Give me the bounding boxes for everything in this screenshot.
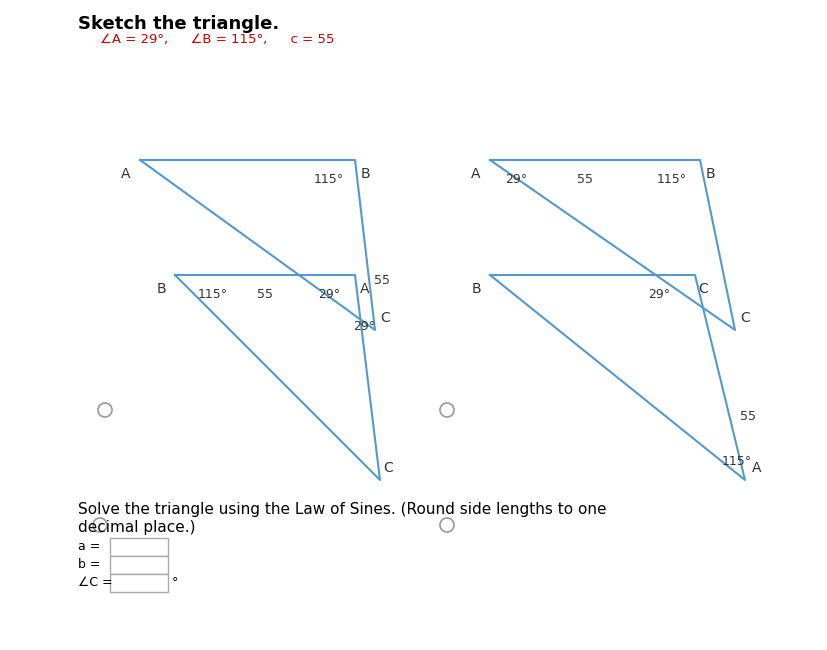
Text: ∠A = 29°,: ∠A = 29°, bbox=[100, 33, 168, 46]
Text: a =: a = bbox=[78, 541, 100, 554]
Text: ∠C =: ∠C = bbox=[78, 577, 112, 590]
Text: C: C bbox=[740, 311, 750, 325]
Text: c = 55: c = 55 bbox=[282, 33, 334, 46]
Text: 29°: 29° bbox=[353, 320, 375, 333]
Text: B: B bbox=[471, 282, 480, 296]
Text: Solve the triangle using the Law of Sines. (Round side lengths to one: Solve the triangle using the Law of Sine… bbox=[78, 502, 606, 517]
Text: 55: 55 bbox=[257, 288, 273, 301]
Text: °: ° bbox=[172, 577, 179, 590]
Text: A: A bbox=[361, 282, 370, 296]
Text: decimal place.): decimal place.) bbox=[78, 520, 195, 535]
Text: 29°: 29° bbox=[505, 173, 527, 186]
Text: Sketch the triangle.: Sketch the triangle. bbox=[78, 15, 280, 33]
FancyBboxPatch shape bbox=[110, 556, 168, 574]
Text: 29°: 29° bbox=[648, 288, 670, 301]
Text: 55: 55 bbox=[740, 411, 756, 424]
Text: B: B bbox=[156, 282, 165, 296]
Text: 115°: 115° bbox=[198, 288, 228, 301]
Text: 29°: 29° bbox=[318, 288, 340, 301]
Text: 55: 55 bbox=[374, 274, 390, 287]
Text: C: C bbox=[383, 461, 393, 475]
Text: A: A bbox=[753, 461, 762, 475]
Text: C: C bbox=[380, 311, 390, 325]
Text: 115°: 115° bbox=[722, 455, 752, 468]
Text: C: C bbox=[698, 282, 708, 296]
Text: B: B bbox=[705, 167, 715, 181]
Text: 55: 55 bbox=[577, 173, 593, 186]
FancyBboxPatch shape bbox=[110, 538, 168, 556]
Text: B: B bbox=[361, 167, 370, 181]
Text: A: A bbox=[122, 167, 131, 181]
Text: A: A bbox=[471, 167, 480, 181]
Text: b =: b = bbox=[78, 558, 101, 571]
FancyBboxPatch shape bbox=[110, 574, 168, 592]
Text: ∠B = 115°,: ∠B = 115°, bbox=[182, 33, 267, 46]
Text: 115°: 115° bbox=[314, 173, 344, 186]
Text: 115°: 115° bbox=[657, 173, 687, 186]
